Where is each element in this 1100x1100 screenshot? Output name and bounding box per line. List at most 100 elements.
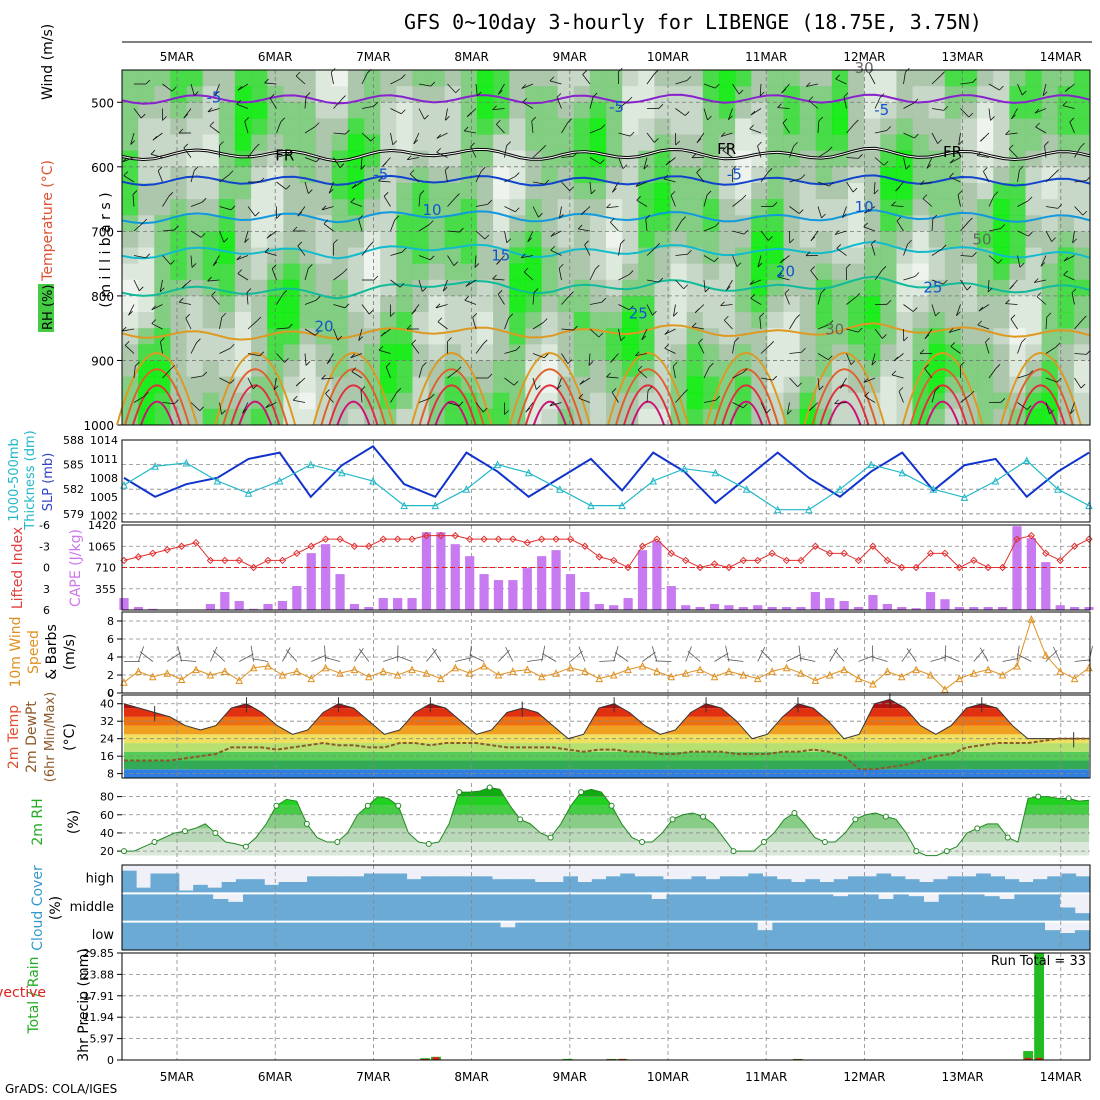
wind-barb — [703, 108, 708, 121]
wind-barb — [1017, 170, 1020, 183]
rh-cell — [122, 231, 139, 248]
rh-cell — [412, 199, 430, 216]
wind-barb — [1017, 83, 1023, 96]
wind-barb-flag — [714, 83, 720, 89]
rh-cell — [735, 166, 752, 184]
rh-cell — [283, 199, 300, 216]
wind-barb-flag — [958, 140, 963, 146]
cloud-bar-middle — [348, 893, 365, 922]
wind-barb — [151, 323, 163, 330]
wind-barb-flag — [151, 305, 156, 311]
wind-barb-10m — [252, 658, 269, 662]
wind-barb-flag — [622, 164, 628, 169]
cloud-bar-middle — [454, 893, 471, 922]
rh-cell — [396, 392, 413, 410]
wind-barb-flag — [655, 243, 661, 248]
rh-cell — [347, 312, 365, 329]
rh-cell — [1009, 134, 1026, 152]
li-tick-label: 3 — [43, 583, 50, 596]
wind-barb-flag — [228, 170, 234, 176]
wind-barb-flag — [492, 274, 497, 280]
wind-barb-flag — [453, 261, 459, 266]
wind-barb — [618, 157, 624, 169]
wind-barb — [390, 132, 394, 145]
rh-cell — [202, 166, 220, 184]
wind-barb — [1035, 126, 1047, 134]
wind-barb-10m — [210, 646, 218, 662]
wind-barb-flag — [696, 168, 701, 173]
wind-barb-10m — [358, 648, 370, 662]
wind-barb-flag — [1019, 262, 1025, 268]
wind-barb-flag — [873, 189, 879, 195]
wind-barb — [390, 392, 398, 403]
rh-cell — [735, 295, 752, 313]
rh-cell — [686, 295, 704, 313]
wind-barb — [871, 243, 876, 256]
rh-cell — [170, 102, 188, 119]
slp-frame — [121, 439, 1091, 523]
rh-cell — [267, 408, 284, 426]
wind-barb-flag — [610, 358, 615, 363]
rh-cell — [622, 408, 639, 426]
li-marker — [177, 542, 186, 550]
rh-cell — [944, 86, 962, 103]
wind-barb — [977, 155, 990, 158]
rh-cell — [928, 70, 946, 87]
wind-barb — [610, 221, 619, 232]
rh-cell — [138, 247, 155, 265]
cloud-bar-middle — [832, 896, 849, 922]
temperature-contour — [121, 240, 1091, 260]
rh-cell — [138, 166, 155, 184]
wind-barb-flag — [743, 403, 748, 409]
wind-barb — [950, 346, 961, 354]
wind-speed-marker — [1070, 674, 1079, 683]
rh-cell — [234, 118, 252, 136]
wind-barb — [846, 157, 859, 159]
rh-cell — [912, 360, 930, 378]
wind-barb — [817, 377, 820, 390]
cloud-bar-low — [454, 921, 471, 950]
rh-cell — [848, 150, 865, 168]
li-marker — [1056, 556, 1064, 565]
wind-barb-flag — [145, 79, 151, 85]
rh-cell — [170, 263, 188, 281]
wind-speed-marker — [840, 665, 848, 674]
li-marker — [797, 556, 805, 565]
rh-cell — [170, 199, 188, 216]
wind-barb — [264, 82, 277, 85]
wind-barb — [960, 279, 968, 291]
wind-barb-flag — [378, 176, 383, 182]
rh-cell — [509, 360, 526, 378]
cloud-bar-high — [207, 887, 223, 894]
rh-cell — [541, 102, 559, 119]
rh-cell — [396, 408, 413, 426]
rh-cell — [815, 102, 833, 119]
wind-barb — [698, 342, 705, 354]
rh-marker — [943, 848, 950, 855]
wind-barb — [789, 206, 800, 214]
wind-barb-flag — [772, 375, 778, 381]
rh-cell — [347, 328, 365, 345]
li-marker — [249, 563, 258, 572]
rh-cell — [589, 344, 607, 361]
rh-cell — [347, 199, 365, 216]
rh-cell — [815, 86, 833, 103]
wind-barb — [988, 255, 999, 264]
rh-cell — [735, 279, 752, 297]
contour-label: -5 — [206, 88, 221, 106]
wind-barb-flag — [160, 337, 165, 342]
wind-barb-flag — [350, 197, 356, 203]
wind-barb — [1036, 296, 1047, 305]
rh-cell — [815, 295, 833, 313]
rh-cell — [654, 102, 672, 119]
rh-cell — [557, 70, 575, 87]
rh-cell — [799, 118, 817, 136]
wind-speed-marker — [811, 676, 820, 684]
wind-barb-flag — [442, 286, 448, 292]
wind-barb-10m — [1016, 645, 1020, 662]
wind-barb-flag — [846, 263, 851, 269]
wind-barb-flag — [726, 286, 731, 291]
rh-ytick-label: 60 — [100, 809, 114, 822]
temp-frame — [121, 694, 1091, 779]
wind-barb-flag — [211, 291, 216, 296]
